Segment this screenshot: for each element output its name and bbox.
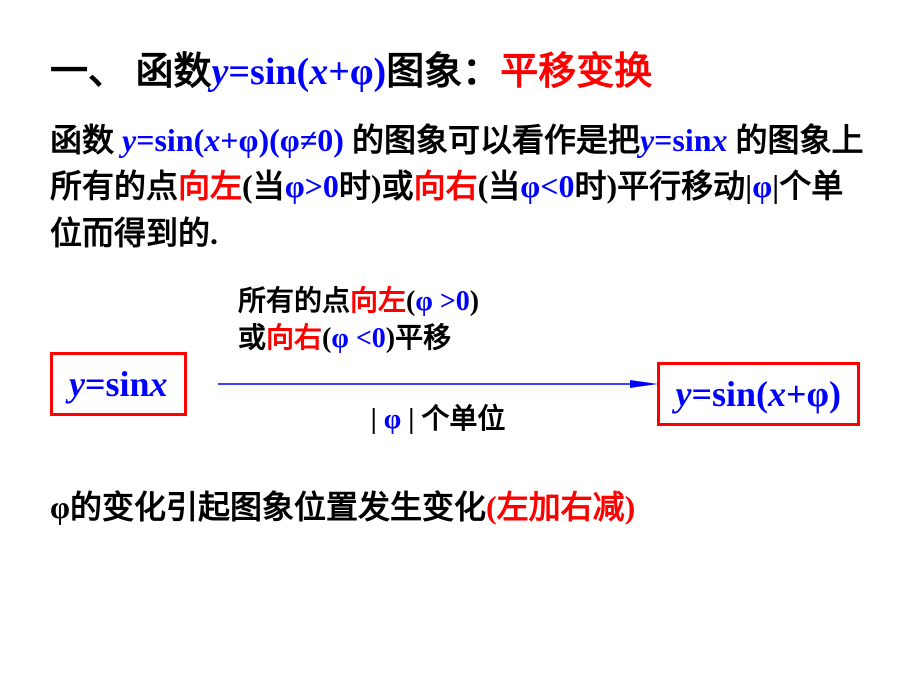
para-f1-x: x — [204, 122, 220, 158]
title-formula-y: y — [212, 51, 229, 93]
page-title: 一、 函数y=sin(x+φ)图象：平移变换 — [50, 40, 870, 95]
transformation-diagram: y=sinx 所有的点向左(φ >0) 或向右(φ <0)平移 | φ | 个单… — [50, 284, 870, 454]
para-f2-x: x — [712, 122, 728, 158]
arrow-container: 所有的点向左(φ >0) 或向右(φ <0)平移 | φ | 个单位 — [218, 284, 658, 454]
para-t7: 时)平行移动| — [574, 168, 752, 204]
para-left: 向左 — [178, 168, 242, 204]
para-f1-end: +φ)(φ≠0) — [220, 122, 344, 158]
arrow-t3: ) — [470, 286, 479, 317]
box-left-x: x — [150, 364, 168, 404]
title-formula-x: x — [309, 51, 328, 93]
arrow-t2: ( — [406, 286, 415, 317]
box-right-mid: =sin( — [691, 374, 768, 414]
para-f2-mid: =sin — [654, 122, 711, 158]
para-f2-y: y — [640, 122, 654, 158]
bottom-t1: φ的变化引起图象位置发生变化 — [50, 489, 486, 525]
arrow-left: 向左 — [350, 286, 406, 317]
para-f1-y: y — [122, 122, 136, 158]
arrow-c1: φ >0 — [415, 286, 469, 317]
arrow-t1: 所有的点 — [238, 286, 350, 317]
arrow-t6: )平移 — [386, 323, 451, 354]
para-t2: 的图象可以看作是把 — [344, 122, 640, 158]
arrow-t4: 或 — [238, 323, 266, 354]
explanation-paragraph: 函数 y=sin(x+φ)(φ≠0) 的图象可以看作是把y=sinx 的图象上所… — [50, 117, 870, 256]
arrow-t5: ( — [322, 323, 331, 354]
arrow-label-top: 所有的点向左(φ >0) 或向右(φ <0)平移 — [238, 284, 658, 357]
source-function-box: y=sinx — [50, 352, 187, 416]
arrow-b-t1: | — [371, 404, 384, 435]
arrow-b-t2: | 个单位 — [401, 404, 505, 435]
box-left-y: y — [69, 364, 85, 404]
box-right-end: +φ) — [786, 374, 841, 414]
para-cond2: φ<0 — [520, 168, 574, 204]
title-suffix: 图象： — [386, 51, 500, 93]
bottom-t2: (左加右减) — [486, 489, 635, 525]
arrow-icon — [218, 380, 658, 388]
para-right: 向右 — [414, 168, 478, 204]
arrow-c2: φ <0 — [331, 323, 385, 354]
para-phi: φ — [752, 168, 772, 204]
box-right-y: y — [676, 374, 692, 414]
para-t5: 时)或 — [339, 168, 414, 204]
title-formula-plus: +φ) — [328, 51, 386, 93]
arrow-b-phi: φ — [384, 404, 401, 435]
arrow-right: 向右 — [266, 323, 322, 354]
box-right-x: x — [768, 374, 786, 414]
para-t4: (当 — [242, 168, 285, 204]
title-formula-eq: =sin( — [228, 51, 309, 93]
para-t1: 函数 — [50, 122, 122, 158]
para-f1-mid: =sin( — [136, 122, 204, 158]
title-prefix: 一、 函数 — [50, 51, 212, 93]
title-transform: 平移变换 — [500, 51, 652, 93]
target-function-box: y=sin(x+φ) — [657, 362, 861, 426]
conclusion-text: φ的变化引起图象位置发生变化(左加右减) — [50, 482, 870, 528]
box-left-mid: =sin — [85, 364, 150, 404]
para-t6: (当 — [478, 168, 521, 204]
arrow-label-bottom: | φ | 个单位 — [218, 402, 658, 438]
para-cond1: φ>0 — [285, 168, 339, 204]
